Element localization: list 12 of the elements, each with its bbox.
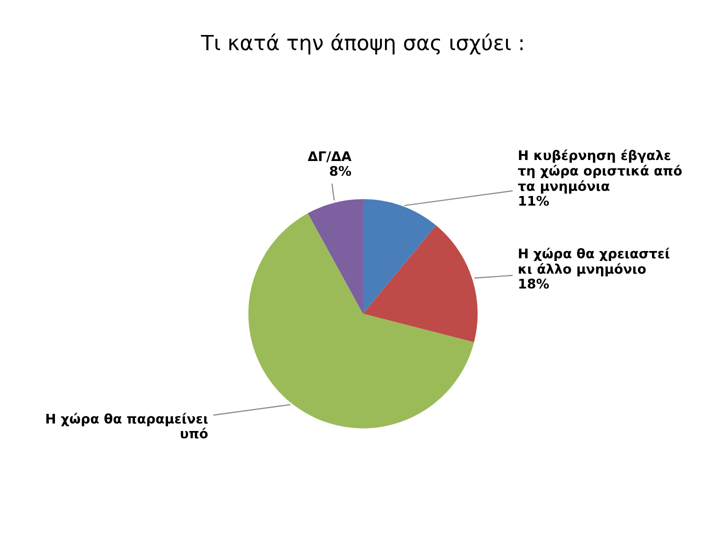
slice-label: Η χώρα θα παραμείνει υπό [46, 412, 208, 439]
data-label: 11% [519, 196, 549, 206]
slice-label: ΔΓ/ΔΑ [308, 151, 352, 162]
slice-label: Η χώρα θα χρειαστεί κι άλλο μνημόνιο [518, 248, 670, 276]
pie-slice [363, 199, 436, 314]
data-label: 8% [330, 166, 352, 176]
chart-title: Τι κατά την άποψη σας ισχύει : [200, 33, 523, 55]
pie-slice [248, 213, 474, 428]
data-label: 18% [519, 278, 549, 289]
slice-label: Η κυβέρνηση έβγαλε τη χώρα οριστικά από τα μνημόνια [518, 149, 682, 194]
pie-slice [363, 225, 478, 342]
pie-slice [308, 199, 363, 314]
